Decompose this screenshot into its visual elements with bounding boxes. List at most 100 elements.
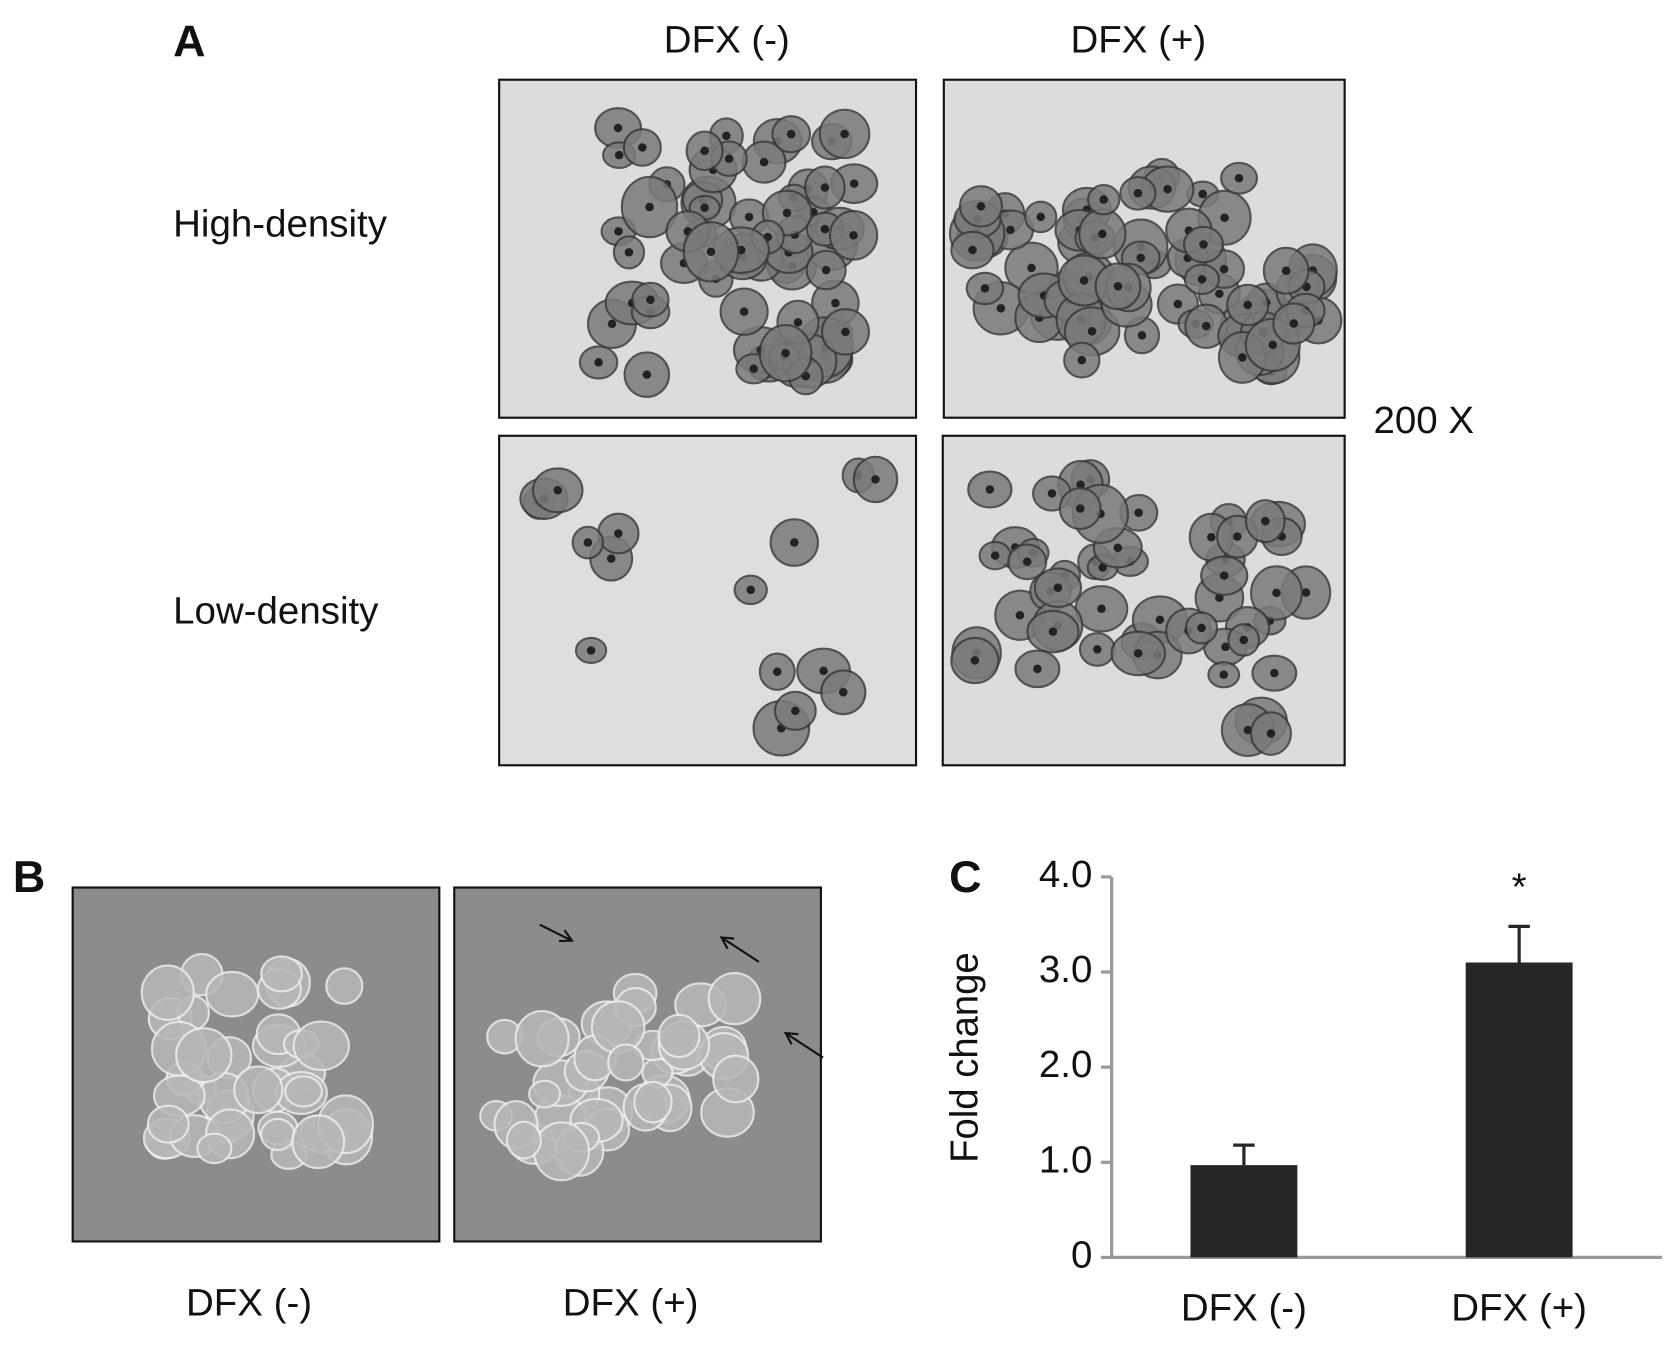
row-label: Low-density [173, 589, 379, 632]
nucleus [1036, 212, 1045, 222]
nucleus [820, 183, 830, 192]
arrow [785, 1032, 824, 1059]
panel-label: B [13, 852, 45, 902]
row-label: High-density [173, 203, 388, 246]
nucleus [1015, 611, 1025, 620]
nucleus [772, 667, 782, 676]
nucleus [1201, 321, 1211, 331]
nucleus [790, 538, 799, 547]
nucleus [1238, 353, 1247, 362]
y-tick-label: 0 [1071, 1234, 1092, 1277]
nucleus [1163, 184, 1172, 194]
nucleus [1137, 331, 1147, 340]
nucleus [1047, 489, 1057, 498]
cell [233, 1065, 284, 1115]
nucleus [724, 154, 734, 163]
nucleus [1289, 319, 1299, 328]
nucleus [849, 231, 858, 240]
nucleus [1272, 588, 1281, 598]
nucleus [821, 265, 831, 275]
nucleus [1261, 516, 1270, 526]
nucleus [819, 666, 828, 676]
nucleus [871, 475, 880, 484]
nucleus [1076, 480, 1085, 490]
image-caption: DFX (+) [563, 1281, 699, 1324]
nucleus [1234, 173, 1244, 183]
nucleus [1197, 623, 1206, 633]
cell [292, 1020, 350, 1072]
nucleus [1098, 229, 1107, 239]
x-tick-label: DFX (+) [1451, 1287, 1587, 1330]
nucleus [793, 318, 803, 327]
nucleus [1198, 189, 1207, 199]
bar [1190, 1165, 1298, 1258]
nucleus [646, 295, 655, 304]
nucleus [700, 146, 709, 156]
y-tick-label: 2.0 [1039, 1043, 1092, 1086]
cell [657, 1013, 701, 1059]
panel-label: C [949, 852, 981, 902]
nucleus [1268, 340, 1278, 350]
cell [707, 971, 762, 1026]
nucleus [624, 248, 634, 257]
nucleus [990, 551, 1000, 560]
cell [175, 1027, 233, 1084]
nucleus [1155, 615, 1165, 625]
nucleus [614, 529, 623, 538]
bar [1465, 962, 1573, 1258]
cell [284, 1075, 323, 1108]
nucleus [1207, 532, 1216, 542]
nucleus [739, 307, 749, 316]
nucleus [996, 304, 1006, 313]
nucleus [614, 150, 624, 160]
nucleus [1087, 327, 1097, 336]
nucleus [1099, 195, 1109, 204]
nucleus [638, 143, 647, 152]
cell [633, 1080, 673, 1124]
column-label: DFX (-) [664, 19, 790, 62]
nucleus [1053, 583, 1063, 592]
nucleus [968, 245, 977, 255]
nucleus [1266, 729, 1276, 738]
nucleus [782, 208, 792, 218]
cell [514, 1009, 570, 1068]
cell [325, 967, 364, 1005]
cell [505, 1120, 542, 1160]
nucleus [1113, 282, 1123, 291]
micrographs [71, 78, 1346, 1243]
nucleus [841, 327, 850, 337]
nucleus [781, 348, 790, 358]
nucleus [613, 123, 623, 133]
nucleus [1219, 264, 1229, 274]
y-tick-label: 1.0 [1039, 1138, 1092, 1181]
nucleus [583, 538, 593, 547]
nucleus [1301, 588, 1311, 597]
nucleus [1136, 253, 1146, 263]
nucleus [1270, 668, 1279, 678]
nucleus [1219, 571, 1229, 580]
y-tick-label: 3.0 [1039, 948, 1092, 991]
nucleus [607, 319, 617, 329]
arrow [539, 923, 573, 942]
nucleus [722, 131, 731, 141]
arrow-head [783, 1031, 799, 1045]
nucleus [746, 585, 755, 595]
cell [196, 1132, 233, 1165]
cell [607, 1043, 645, 1082]
nucleus [645, 202, 654, 212]
nucleus [839, 688, 848, 697]
nucleus [1134, 508, 1143, 518]
arrow-head [719, 936, 735, 950]
nucleus [642, 370, 652, 379]
nucleus [749, 364, 759, 374]
cell [260, 955, 303, 993]
column-label: DFX (+) [1071, 19, 1207, 62]
nucleus [1077, 355, 1087, 365]
cell [140, 964, 195, 1021]
nucleus [1075, 504, 1085, 513]
nucleus [1113, 543, 1123, 553]
nucleus [976, 202, 986, 211]
cell [532, 1121, 590, 1182]
y-tick-label: 4.0 [1039, 853, 1092, 896]
nucleus [1133, 649, 1143, 658]
